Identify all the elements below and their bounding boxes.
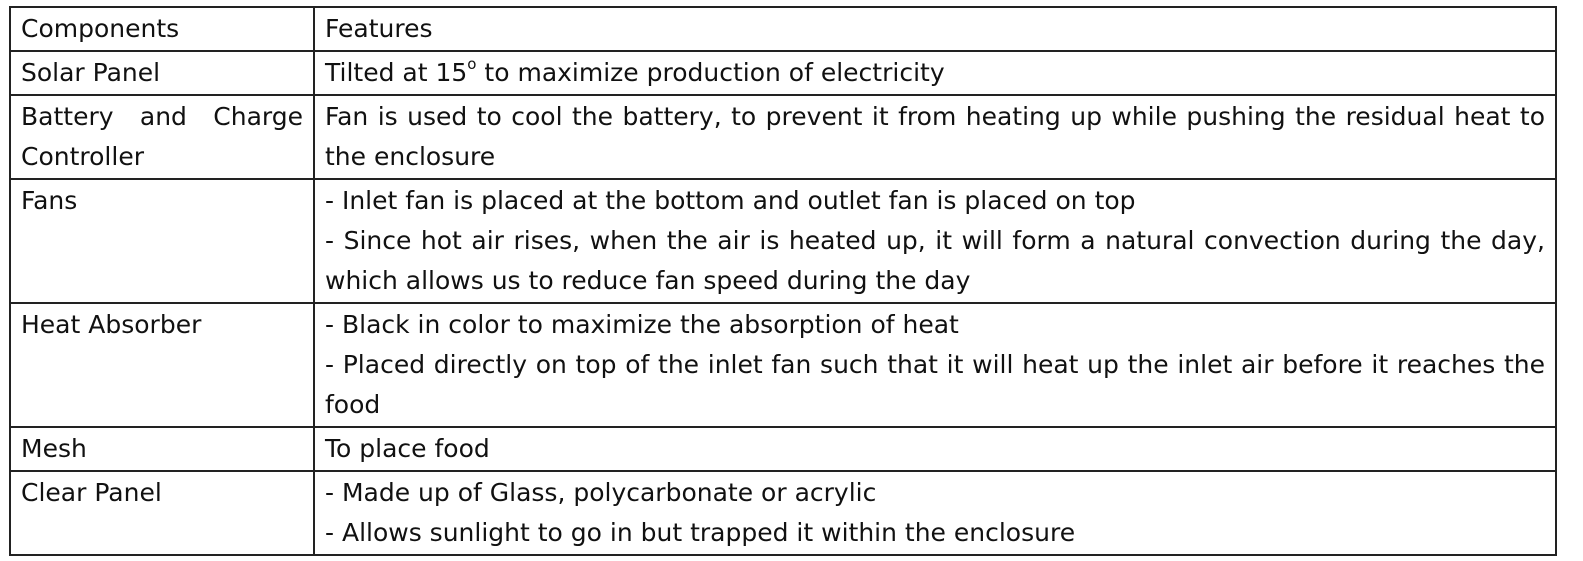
degree-superscript: o xyxy=(467,54,477,73)
component-cell: Clear Panel xyxy=(9,470,315,556)
feature-bullet: - Made up of Glass, polycarbonate or acr… xyxy=(325,478,877,507)
table-header-row: Components Features xyxy=(9,6,1557,52)
component-cell: Battery and Charge Controller xyxy=(9,94,315,180)
component-cell: Heat Absorber xyxy=(9,302,315,428)
component-cell: Fans xyxy=(9,178,315,304)
feature-cell: - Made up of Glass, polycarbonate or acr… xyxy=(313,470,1557,556)
feature-cell: - Black in color to maximize the absorpt… xyxy=(313,302,1557,428)
table-row: Solar Panel Tilted at 15o to maximize pr… xyxy=(9,50,1557,96)
header-features: Features xyxy=(313,6,1557,52)
components-features-table: Components Features Solar Panel Tilted a… xyxy=(9,6,1557,556)
feature-bullet: - Allows sunlight to go in but trapped i… xyxy=(325,518,1076,547)
table-row: Battery and Charge Controller Fan is use… xyxy=(9,94,1557,180)
feature-bullet: - Black in color to maximize the absorpt… xyxy=(325,310,959,339)
feature-text: Tilted at 15 xyxy=(325,58,468,87)
feature-bullet: - Inlet fan is placed at the bottom and … xyxy=(325,186,1136,215)
component-cell: Solar Panel xyxy=(9,50,315,96)
feature-bullet: - Since hot air rises, when the air is h… xyxy=(325,226,1545,295)
header-components: Components xyxy=(9,6,315,52)
component-cell: Mesh xyxy=(9,426,315,472)
table-row: Fans - Inlet fan is placed at the bottom… xyxy=(9,178,1557,304)
table-row: Mesh To place food xyxy=(9,426,1557,472)
feature-cell: To place food xyxy=(313,426,1557,472)
feature-cell: - Inlet fan is placed at the bottom and … xyxy=(313,178,1557,304)
feature-bullet: - Placed directly on top of the inlet fa… xyxy=(325,350,1545,419)
feature-text: to maximize production of electricity xyxy=(476,58,945,87)
table-row: Clear Panel - Made up of Glass, polycarb… xyxy=(9,470,1557,556)
feature-cell: Tilted at 15o to maximize production of … xyxy=(313,50,1557,96)
table-row: Heat Absorber - Black in color to maximi… xyxy=(9,302,1557,428)
feature-cell: Fan is used to cool the battery, to prev… xyxy=(313,94,1557,180)
